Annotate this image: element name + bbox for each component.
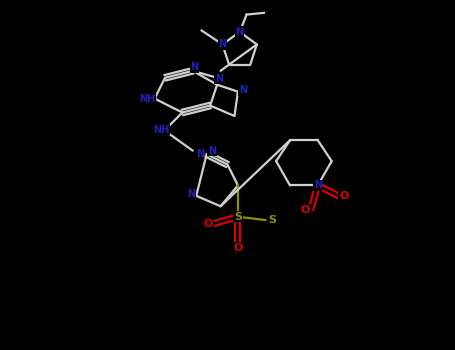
Text: N: N bbox=[196, 149, 204, 159]
Text: S: S bbox=[234, 212, 242, 222]
Text: S: S bbox=[268, 215, 277, 225]
Text: NH: NH bbox=[140, 93, 156, 104]
Text: N: N bbox=[191, 62, 198, 72]
Text: N: N bbox=[236, 27, 244, 37]
Text: N: N bbox=[313, 180, 322, 190]
Text: O: O bbox=[204, 219, 213, 229]
Text: O: O bbox=[339, 191, 349, 201]
Text: NH: NH bbox=[153, 125, 170, 135]
Text: N: N bbox=[218, 40, 227, 49]
Text: N: N bbox=[239, 85, 247, 95]
Text: N: N bbox=[208, 146, 216, 156]
Text: N: N bbox=[187, 189, 195, 199]
Text: O: O bbox=[233, 243, 243, 253]
Text: N: N bbox=[215, 74, 223, 84]
Text: O: O bbox=[301, 205, 310, 215]
